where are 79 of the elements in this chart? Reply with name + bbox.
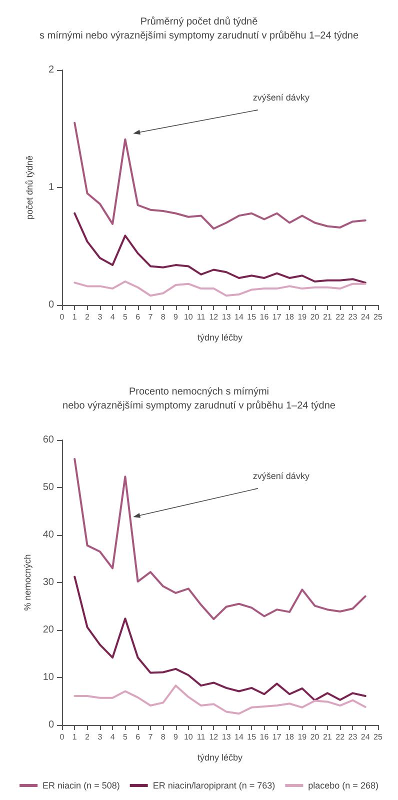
- x-tick-label: 0: [60, 732, 65, 742]
- chart-title: Průměrný počet dnů týdně s mírnými nebo výraznějšími symptomy zarudnutí v průběhu 1–24 týdne: [39, 16, 359, 42]
- x-tick-label: 24: [360, 732, 370, 742]
- x-tick-label: 5: [122, 312, 128, 322]
- x-tick-label: 22: [336, 312, 346, 322]
- x-tick-label: 4: [110, 312, 116, 322]
- x-tick-label: 18: [285, 732, 295, 742]
- y-tick-label: 30: [42, 577, 54, 588]
- y-tick-label: 60: [42, 434, 54, 446]
- x-tick-label: 17: [272, 312, 282, 322]
- x-tick-label: 18: [285, 312, 295, 322]
- line-series: [74, 458, 366, 620]
- x-tick-label: 0: [60, 312, 65, 322]
- x-tick-label: 11: [196, 312, 206, 322]
- x-tick-label: 25: [374, 312, 383, 322]
- x-tick-label: 15: [247, 312, 257, 322]
- x-tick-label: 13: [222, 312, 232, 322]
- x-tick-label: 19: [298, 312, 308, 322]
- x-tick-label: 23: [348, 312, 358, 322]
- line-series: [74, 212, 366, 284]
- x-tick-label: 6: [136, 312, 141, 322]
- x-tick-label: 21: [322, 312, 332, 322]
- y-tick-label: 20: [42, 624, 54, 636]
- x-tick-label: 15: [247, 732, 257, 742]
- chart-title: Procento nemocných s mírnými nebo výraznějšími symptomy zarudnutí v průběhu 1–24 týdne: [62, 386, 336, 412]
- x-tick-label: 6: [136, 732, 141, 742]
- y-tick-label: 0: [48, 720, 54, 730]
- legend-label: placebo (n = 268): [308, 780, 378, 790]
- x-tick-label: 5: [122, 732, 128, 742]
- x-axis-title: týdny léčby: [197, 752, 244, 762]
- y-axis-title: počet dnů týdně: [24, 155, 34, 220]
- line-series: [74, 684, 366, 715]
- line-series: [74, 280, 366, 297]
- x-tick-label: 14: [234, 312, 244, 322]
- x-tick-label: 25: [374, 732, 383, 742]
- x-tick-label: 2: [85, 312, 90, 322]
- x-axis-title: týdny léčby: [197, 332, 244, 342]
- x-tick-label: 1: [72, 312, 78, 322]
- x-tick-label: 22: [336, 732, 346, 742]
- x-tick-label: 19: [298, 732, 308, 742]
- y-tick-label: 40: [42, 530, 54, 540]
- x-tick-label: 16: [260, 732, 270, 742]
- line-series: [74, 122, 366, 230]
- x-tick-label: 9: [174, 312, 179, 322]
- annotation: zvýšení dávky: [252, 470, 310, 481]
- x-tick-label: 10: [184, 732, 194, 742]
- x-tick-label: 14: [234, 732, 244, 742]
- x-tick-label: 20: [310, 312, 320, 322]
- x-tick-label: 2: [85, 732, 90, 742]
- annotation: zvýšení dávky: [252, 92, 310, 102]
- x-tick-label: 24: [360, 312, 370, 322]
- y-tick-label: 50: [42, 482, 54, 493]
- legend-label: ER niacin (n = 508): [42, 780, 120, 790]
- legend-label: ER niacin/laropiprant (n = 763): [152, 780, 276, 790]
- x-tick-label: 8: [160, 732, 166, 742]
- x-tick-label: 12: [209, 732, 219, 742]
- y-tick-label: 2: [48, 64, 54, 76]
- x-tick-label: 4: [110, 732, 116, 742]
- x-tick-label: 8: [160, 312, 166, 322]
- x-tick-label: 20: [310, 732, 320, 742]
- x-tick-label: 7: [148, 312, 154, 322]
- x-tick-label: 10: [184, 312, 194, 322]
- x-tick-label: 11: [196, 732, 206, 742]
- line-series: [74, 576, 366, 702]
- x-tick-label: 12: [209, 312, 219, 322]
- x-tick-label: 16: [260, 312, 270, 322]
- y-tick-label: 1: [48, 182, 54, 193]
- x-tick-label: 9: [174, 732, 179, 742]
- x-tick-label: 3: [98, 732, 103, 742]
- x-tick-label: 1: [72, 732, 78, 742]
- y-axis-title: % nemocných: [22, 554, 32, 611]
- x-tick-label: 7: [148, 732, 154, 742]
- x-tick-label: 13: [222, 732, 232, 742]
- y-tick-label: 0: [48, 300, 54, 310]
- y-tick-label: 10: [42, 672, 54, 683]
- x-tick-label: 3: [98, 312, 103, 322]
- x-tick-label: 21: [322, 732, 332, 742]
- x-tick-label: 17: [272, 732, 282, 742]
- x-tick-label: 23: [348, 732, 358, 742]
